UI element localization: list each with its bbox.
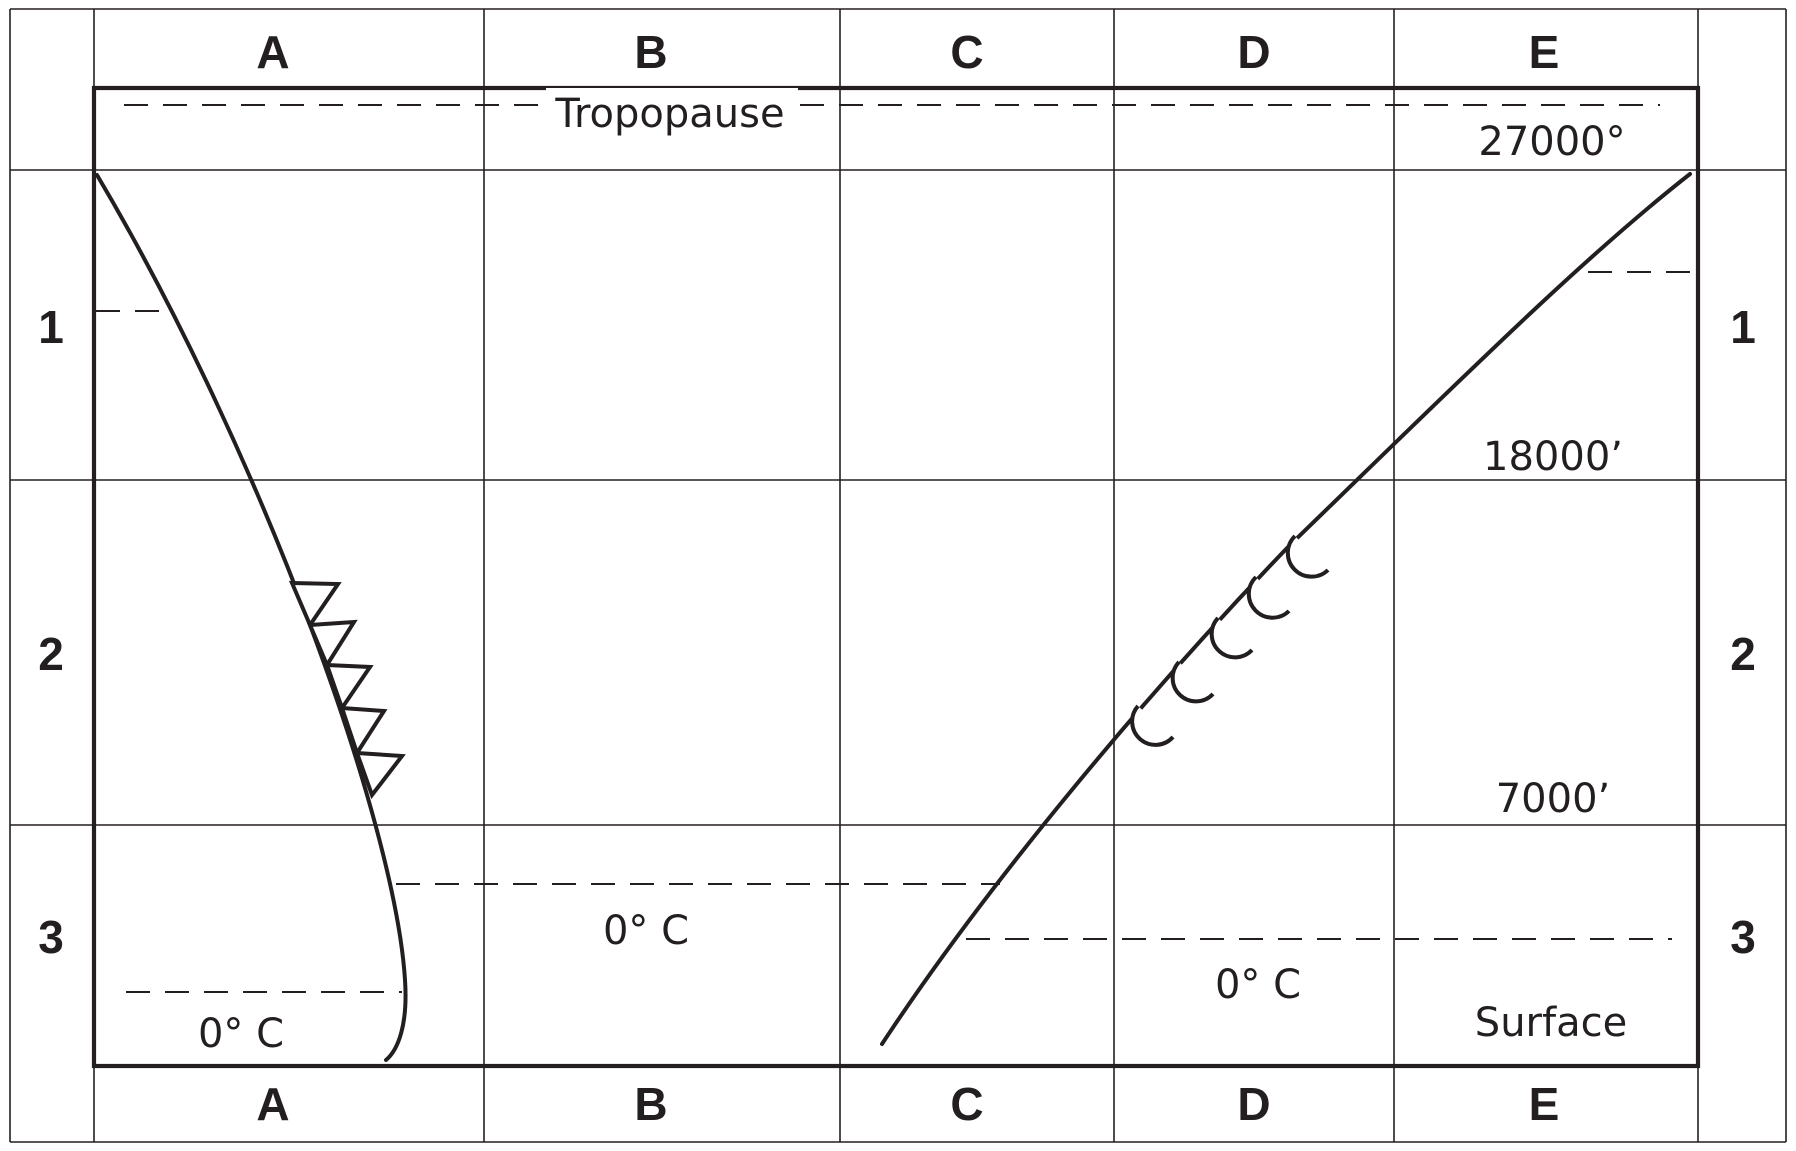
column-header-top-d: D (1237, 26, 1270, 78)
warm-front-semicircle (1209, 616, 1254, 660)
temperature-label-b: 0° C (603, 908, 689, 954)
row-header-left-1: 1 (38, 301, 64, 353)
row-header-left-2: 2 (38, 628, 64, 680)
altitude-low-label: 7000’ (1496, 776, 1611, 822)
altitude-mid-label: 18000’ (1483, 434, 1623, 480)
warm-front-semicircle (1246, 575, 1291, 620)
cold-front-triangle (307, 619, 358, 670)
tropopause-label-bg (546, 88, 798, 128)
column-header-bottom-a: A (256, 1078, 289, 1130)
column-header-bottom-e: E (1529, 1078, 1560, 1130)
cold-front-triangle (354, 750, 406, 800)
warm-front-semicircles (1130, 534, 1330, 747)
row-header-right-2: 2 (1730, 628, 1756, 680)
cold-front-triangles (288, 580, 406, 800)
surface-label: Surface (1475, 1000, 1627, 1046)
column-header-bottom-d: D (1237, 1078, 1270, 1130)
row-header-right-3: 3 (1730, 911, 1756, 963)
temperature-label-a: 0° C (198, 1011, 284, 1057)
cold-front-triangle (324, 662, 374, 713)
grid (9, 8, 1787, 1143)
warm-front-semicircle (1170, 660, 1215, 704)
column-header-top-a: A (256, 26, 289, 78)
warm-front-semicircle (1130, 704, 1175, 747)
column-header-bottom-c: C (950, 1078, 983, 1130)
row-header-right-1: 1 (1730, 301, 1756, 353)
column-header-bottom-b: B (634, 1078, 667, 1130)
cold-front-triangle (339, 705, 388, 758)
tropopause-label: Tropopause (554, 91, 784, 137)
main-frame (91, 85, 1701, 1069)
column-header-top-b: B (634, 26, 667, 78)
warm-front-semicircle (1285, 534, 1330, 579)
column-header-top-c: C (950, 26, 983, 78)
dashed-lines (96, 104, 1698, 993)
temperature-label-d: 0° C (1215, 962, 1301, 1008)
column-header-top-e: E (1529, 26, 1560, 78)
row-header-left-3: 3 (38, 911, 64, 963)
cold-front-triangle (288, 580, 342, 630)
left-front-line (95, 173, 408, 1062)
altitude-top-label: 27000° (1478, 119, 1625, 165)
